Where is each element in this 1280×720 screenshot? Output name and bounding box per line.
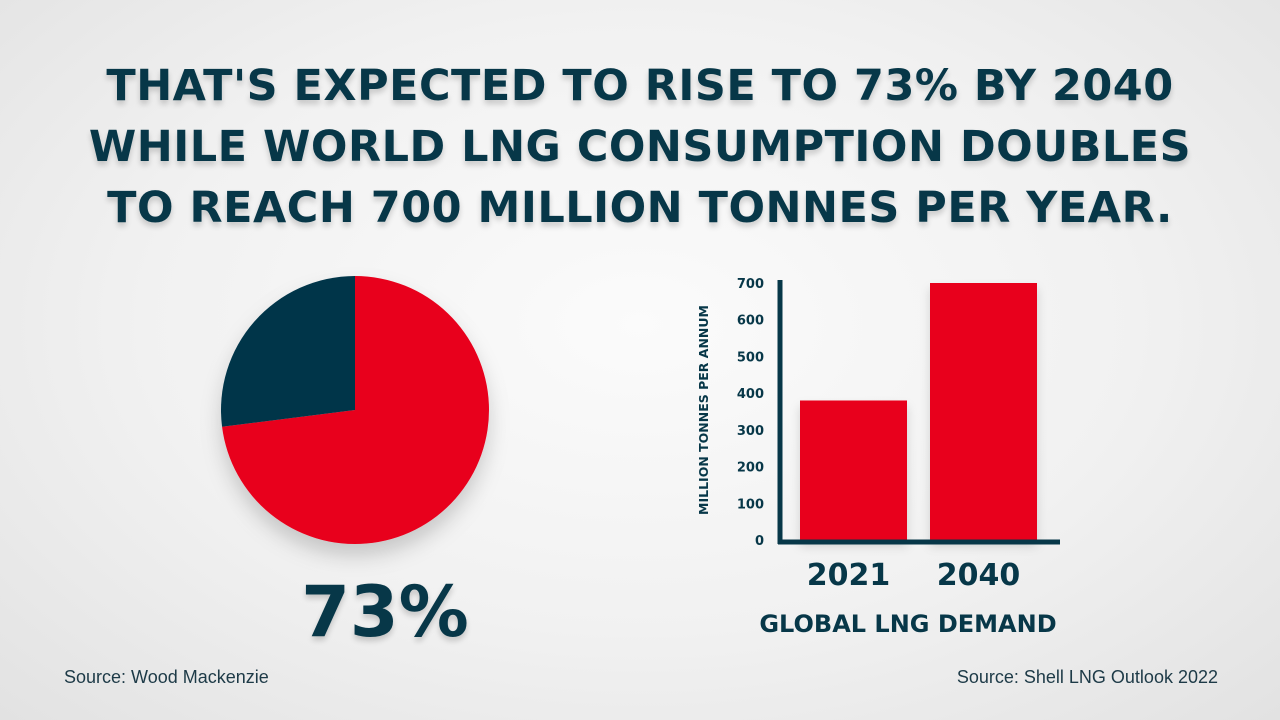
headline-line-1: THAT'S EXPECTED TO RISE TO 73% BY 2040 [106,61,1174,111]
bar-group [800,283,1037,540]
headline-line-3: TO REACH 700 MILLION TONNES PER YEAR. [107,183,1173,233]
y-tick-label: 0 [755,534,764,549]
pie-slice-1 [222,276,489,544]
y-axis-title: MILLION TONNES PER ANNUM [696,305,711,515]
headline: THAT'S EXPECTED TO RISE TO 73% BY 2040 W… [0,56,1280,239]
x-axis-title: GLOBAL LNG DEMAND [759,610,1056,638]
y-tick-label: 200 [737,461,764,476]
pie-chart [221,276,489,544]
pie-slices [221,276,489,544]
bar-chart: 0 100 200 300 400 500 600 700 2021 2040 MILLION … [696,277,1060,638]
x-tick-label: 2040 [937,558,1021,593]
x-tick-label: 2021 [807,558,891,593]
y-tick-label: 300 [737,424,764,439]
y-tick-label: 700 [737,277,764,292]
x-tick-labels: 2021 2040 [807,558,1021,593]
bar-2040 [930,283,1037,540]
y-tick-label: 400 [737,387,764,402]
pie-slice-2 [221,276,355,427]
pie-value-label: 73% [301,571,469,653]
y-tick-label: 600 [737,314,764,329]
bar-2021 [800,400,907,540]
source-right: Source: Shell LNG Outlook 2022 [956,667,1218,687]
y-tick-label: 500 [737,350,764,365]
y-tick-labels: 0 100 200 300 400 500 600 700 [737,277,764,549]
source-left: Source: Wood Mackenzie [64,667,269,687]
headline-line-2: WHILE WORLD LNG CONSUMPTION DOUBLES [88,122,1192,172]
y-tick-label: 100 [737,497,764,512]
